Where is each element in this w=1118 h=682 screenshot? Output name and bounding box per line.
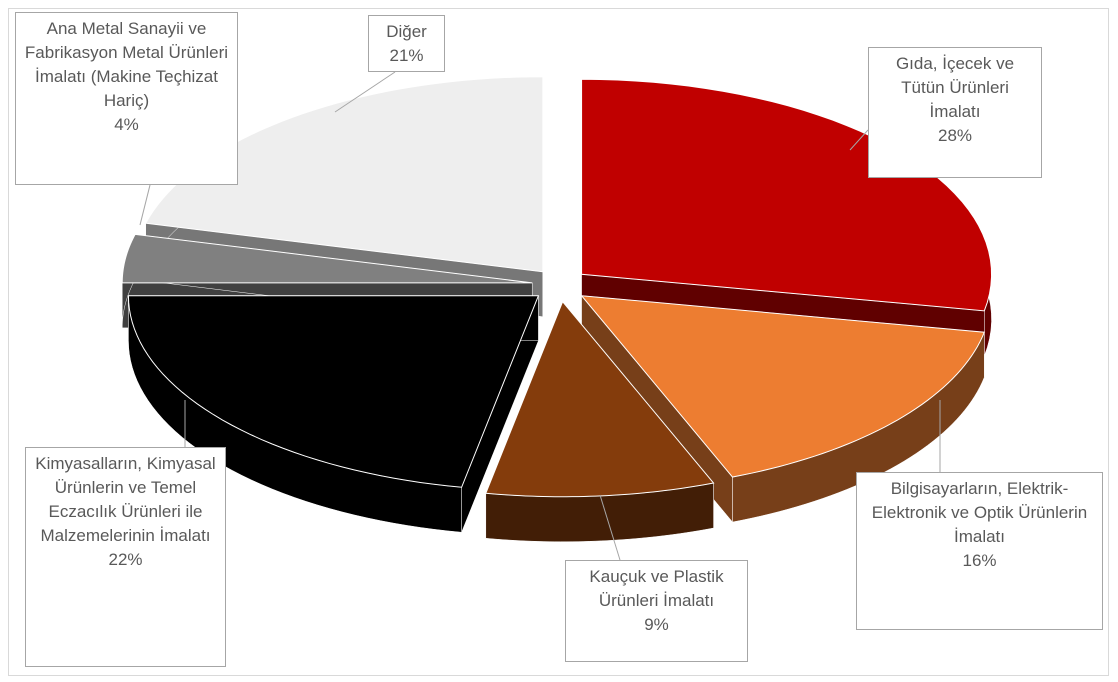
leader-line (849, 129, 869, 151)
data-label: Bilgisayarların, Elektrik-Elektronik ve … (856, 472, 1103, 630)
label-name: Gıda, İçecek ve Tütün Ürünleri İmalatı (895, 54, 1015, 121)
label-name: Kauçuk ve Plastik Ürünleri İmalatı (589, 567, 724, 610)
slice (144, 76, 544, 273)
label-value: 22% (108, 550, 143, 569)
label-value: 4% (114, 115, 139, 134)
label-name: Bilgisayarların, Elektrik-Elektronik ve … (871, 479, 1088, 546)
slice (127, 295, 540, 488)
slice (580, 295, 986, 478)
label-value: 28% (937, 126, 973, 145)
data-label: Gıda, İçecek ve Tütün Ürünleri İmalatı 28… (868, 47, 1042, 178)
leader-lines (139, 71, 941, 561)
label-value: 16% (962, 551, 997, 570)
data-label: Kauçuk ve Plastik Ürünleri İmalatı 9% (565, 560, 748, 662)
data-label: Ana Metal Sanayii ve Fabrikasyon Metal Ü… (15, 12, 238, 185)
leader-line (599, 494, 621, 561)
leader-line (334, 71, 396, 113)
pie (121, 76, 993, 542)
label-name: Diğer (386, 22, 427, 41)
slice (485, 300, 715, 498)
label-name: Ana Metal Sanayii ve Fabrikasyon Metal Ü… (24, 19, 229, 110)
slice-group (127, 295, 540, 533)
label-value: 21% (389, 46, 424, 65)
slice (121, 233, 533, 284)
data-label: Diğer 21% (368, 15, 445, 72)
data-label: Kimyasalların, Kimyasal Ürünlerin ve Tem… (25, 447, 226, 667)
label-name: Kimyasalların, Kimyasal Ürünlerin ve Tem… (35, 454, 216, 545)
label-value: 9% (644, 615, 669, 634)
leader-line (139, 184, 151, 226)
slice-group (485, 300, 715, 542)
